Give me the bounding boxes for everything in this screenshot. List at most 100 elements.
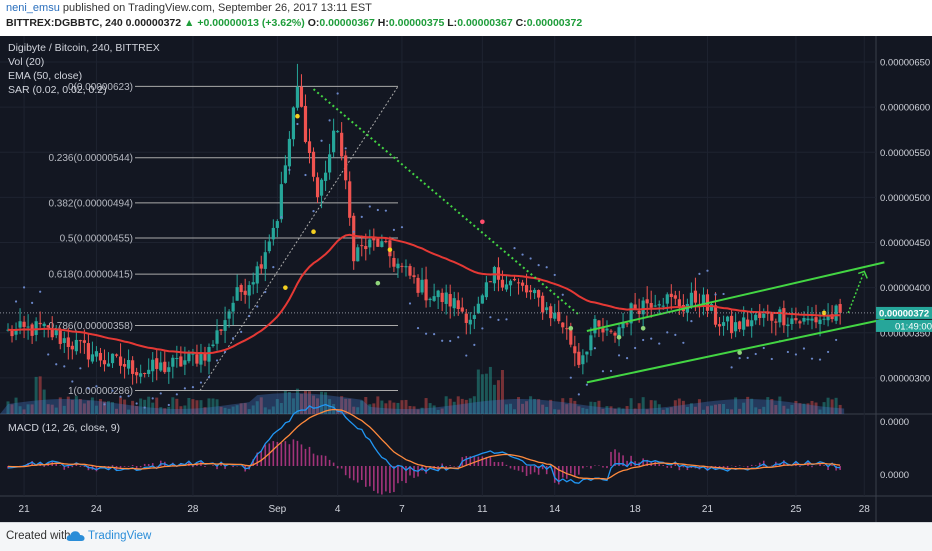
volume-bar — [790, 404, 794, 414]
candle-body — [657, 304, 661, 306]
candle-body — [392, 257, 396, 267]
candle-body — [577, 351, 581, 365]
candle-body — [746, 319, 750, 327]
volume-bar — [621, 408, 625, 414]
volume-bar — [18, 406, 22, 414]
sar-dot — [215, 359, 219, 362]
sar-dot — [505, 318, 508, 321]
countdown-text: 01:49:00 — [895, 321, 932, 332]
volume-bar — [400, 400, 404, 414]
sar-dot — [352, 230, 355, 233]
volume-bar — [388, 400, 392, 414]
price-chart[interactable]: 0(0.00000623) 0.236(0.00000544) 0.382(0.00… — [0, 36, 932, 522]
volume-bar — [585, 408, 589, 414]
volume-bar — [705, 406, 709, 414]
candle-body — [464, 313, 468, 323]
sar-dot — [151, 397, 154, 400]
volume-bar — [766, 397, 770, 414]
fib-retracement[interactable]: 0(0.00000623) 0.236(0.00000544) 0.382(0.00… — [48, 82, 399, 397]
x-tick-label: 18 — [630, 504, 642, 515]
candle-body — [82, 340, 86, 343]
volume-bar — [689, 403, 693, 414]
volume-bar — [396, 402, 400, 414]
macd-line — [7, 403, 841, 484]
signal-marker — [821, 310, 827, 316]
volume-bar — [549, 399, 553, 414]
candle-body — [323, 172, 328, 181]
volume-bar — [665, 408, 669, 414]
volume-bar — [107, 401, 110, 414]
sar-dot — [135, 402, 138, 405]
candle-body — [754, 314, 758, 321]
candle-body — [372, 237, 376, 241]
volume-bar — [199, 400, 203, 414]
price-axis[interactable]: 0.00000300 0.00000350 0.00000400 0.00000450… — [880, 58, 930, 481]
volume-bar — [86, 400, 90, 414]
volume-bar — [42, 389, 46, 414]
volume-bar — [818, 409, 822, 414]
volume-bar — [444, 396, 448, 414]
volume-bar — [135, 405, 139, 414]
candle-body — [440, 292, 444, 302]
y-tick-label: 0.00000400 — [880, 283, 930, 294]
sar-dot — [473, 343, 476, 346]
volume-bar — [159, 407, 163, 414]
candle-body — [693, 290, 698, 303]
candle-body — [838, 304, 842, 313]
candle-body — [541, 295, 545, 313]
candle-body — [770, 313, 774, 321]
sar-dot — [71, 380, 74, 383]
candle-body — [585, 351, 589, 355]
volume-bar — [263, 407, 267, 414]
candle-body — [360, 245, 364, 247]
time-axis[interactable]: 21 24 28 Sep 4 7 11 14 18 21 25 28 — [19, 504, 871, 515]
candle-body — [336, 131, 340, 133]
volume-bar — [722, 404, 726, 414]
candle-body — [730, 315, 734, 334]
candle-body — [74, 339, 78, 352]
tradingview-brand[interactable]: TradingView — [88, 530, 152, 542]
volume-bar — [271, 406, 275, 414]
volume-bar — [573, 400, 577, 414]
volume-bar — [802, 403, 806, 414]
volume-bar — [834, 397, 838, 414]
volume-bar — [440, 408, 444, 414]
sar-dot — [561, 293, 564, 296]
candle-body — [601, 328, 605, 333]
volume-ma-area — [0, 393, 845, 414]
volume-bar — [633, 408, 637, 414]
sar-dot — [47, 353, 50, 356]
volume-bar — [533, 398, 537, 414]
candle-body — [709, 304, 714, 311]
fib-level-label: 0.618(0.00000415) — [48, 270, 133, 281]
candle-body — [175, 358, 179, 360]
x-tick-label: 28 — [187, 504, 199, 515]
author-link[interactable]: neni_emsu — [6, 2, 60, 14]
sar-dot — [87, 387, 90, 390]
trend-drawings[interactable] — [283, 88, 885, 384]
sar-dot — [272, 266, 275, 269]
volume-bar — [629, 398, 633, 414]
volume-bar — [384, 403, 388, 414]
volume-bar — [187, 397, 191, 414]
volume-bar — [316, 398, 320, 414]
candle-body — [139, 373, 143, 377]
volume-bar — [649, 400, 653, 414]
candle-body — [287, 138, 291, 167]
volume-bar — [344, 398, 348, 414]
volume-bar — [810, 400, 814, 414]
volume-bar — [94, 405, 98, 414]
downtrend-line — [312, 88, 580, 316]
x-tick-label: 28 — [859, 504, 871, 515]
candle-body — [448, 294, 452, 307]
candle-body — [183, 360, 187, 365]
candle-body — [118, 356, 123, 366]
low-value: 0.00000367 — [457, 17, 513, 29]
volume-bar — [742, 402, 746, 414]
candle-body — [263, 252, 267, 269]
volume-bar — [324, 392, 328, 414]
candle-body — [34, 321, 38, 335]
candle-body — [267, 241, 271, 252]
candle-body — [806, 318, 810, 321]
candle-body — [54, 330, 58, 336]
